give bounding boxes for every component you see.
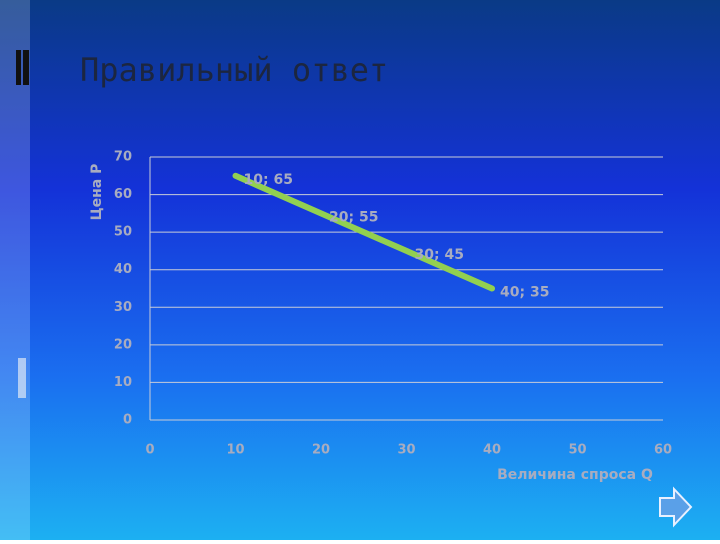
x-tick-label: 0 [145,443,154,458]
data-label: 20; 55 [329,209,378,225]
data-label: 10; 65 [244,172,293,188]
y-tick-label: 0 [123,413,132,428]
x-tick-label: 30 [397,443,415,458]
data-line [232,172,495,292]
decor [16,50,21,85]
decor [23,50,29,85]
y-tick-label: 40 [114,262,132,277]
decor [18,358,26,398]
y-tick-label: 10 [114,375,132,390]
x-tick-label: 50 [568,443,586,458]
slide-title: Правильный ответ [80,51,388,89]
next-arrow[interactable] [659,486,693,528]
y-axis-label: Цена P [89,164,105,221]
data-label: 40; 35 [500,285,549,301]
y-tick-label: 30 [114,300,132,315]
x-axis-label: Величина спроса Q [497,467,653,483]
data-label: 30; 45 [415,247,464,263]
y-tick-label: 50 [114,225,132,240]
y-tick-label: 60 [114,187,132,202]
next-button[interactable] [659,486,693,528]
x-tick-label: 10 [226,443,244,458]
side-strip [0,0,30,540]
x-tick-label: 60 [654,443,672,458]
x-tick-label: 40 [483,443,501,458]
y-tick-label: 20 [114,337,132,352]
y-tick-label: 70 [114,150,132,165]
x-tick-label: 20 [312,443,330,458]
